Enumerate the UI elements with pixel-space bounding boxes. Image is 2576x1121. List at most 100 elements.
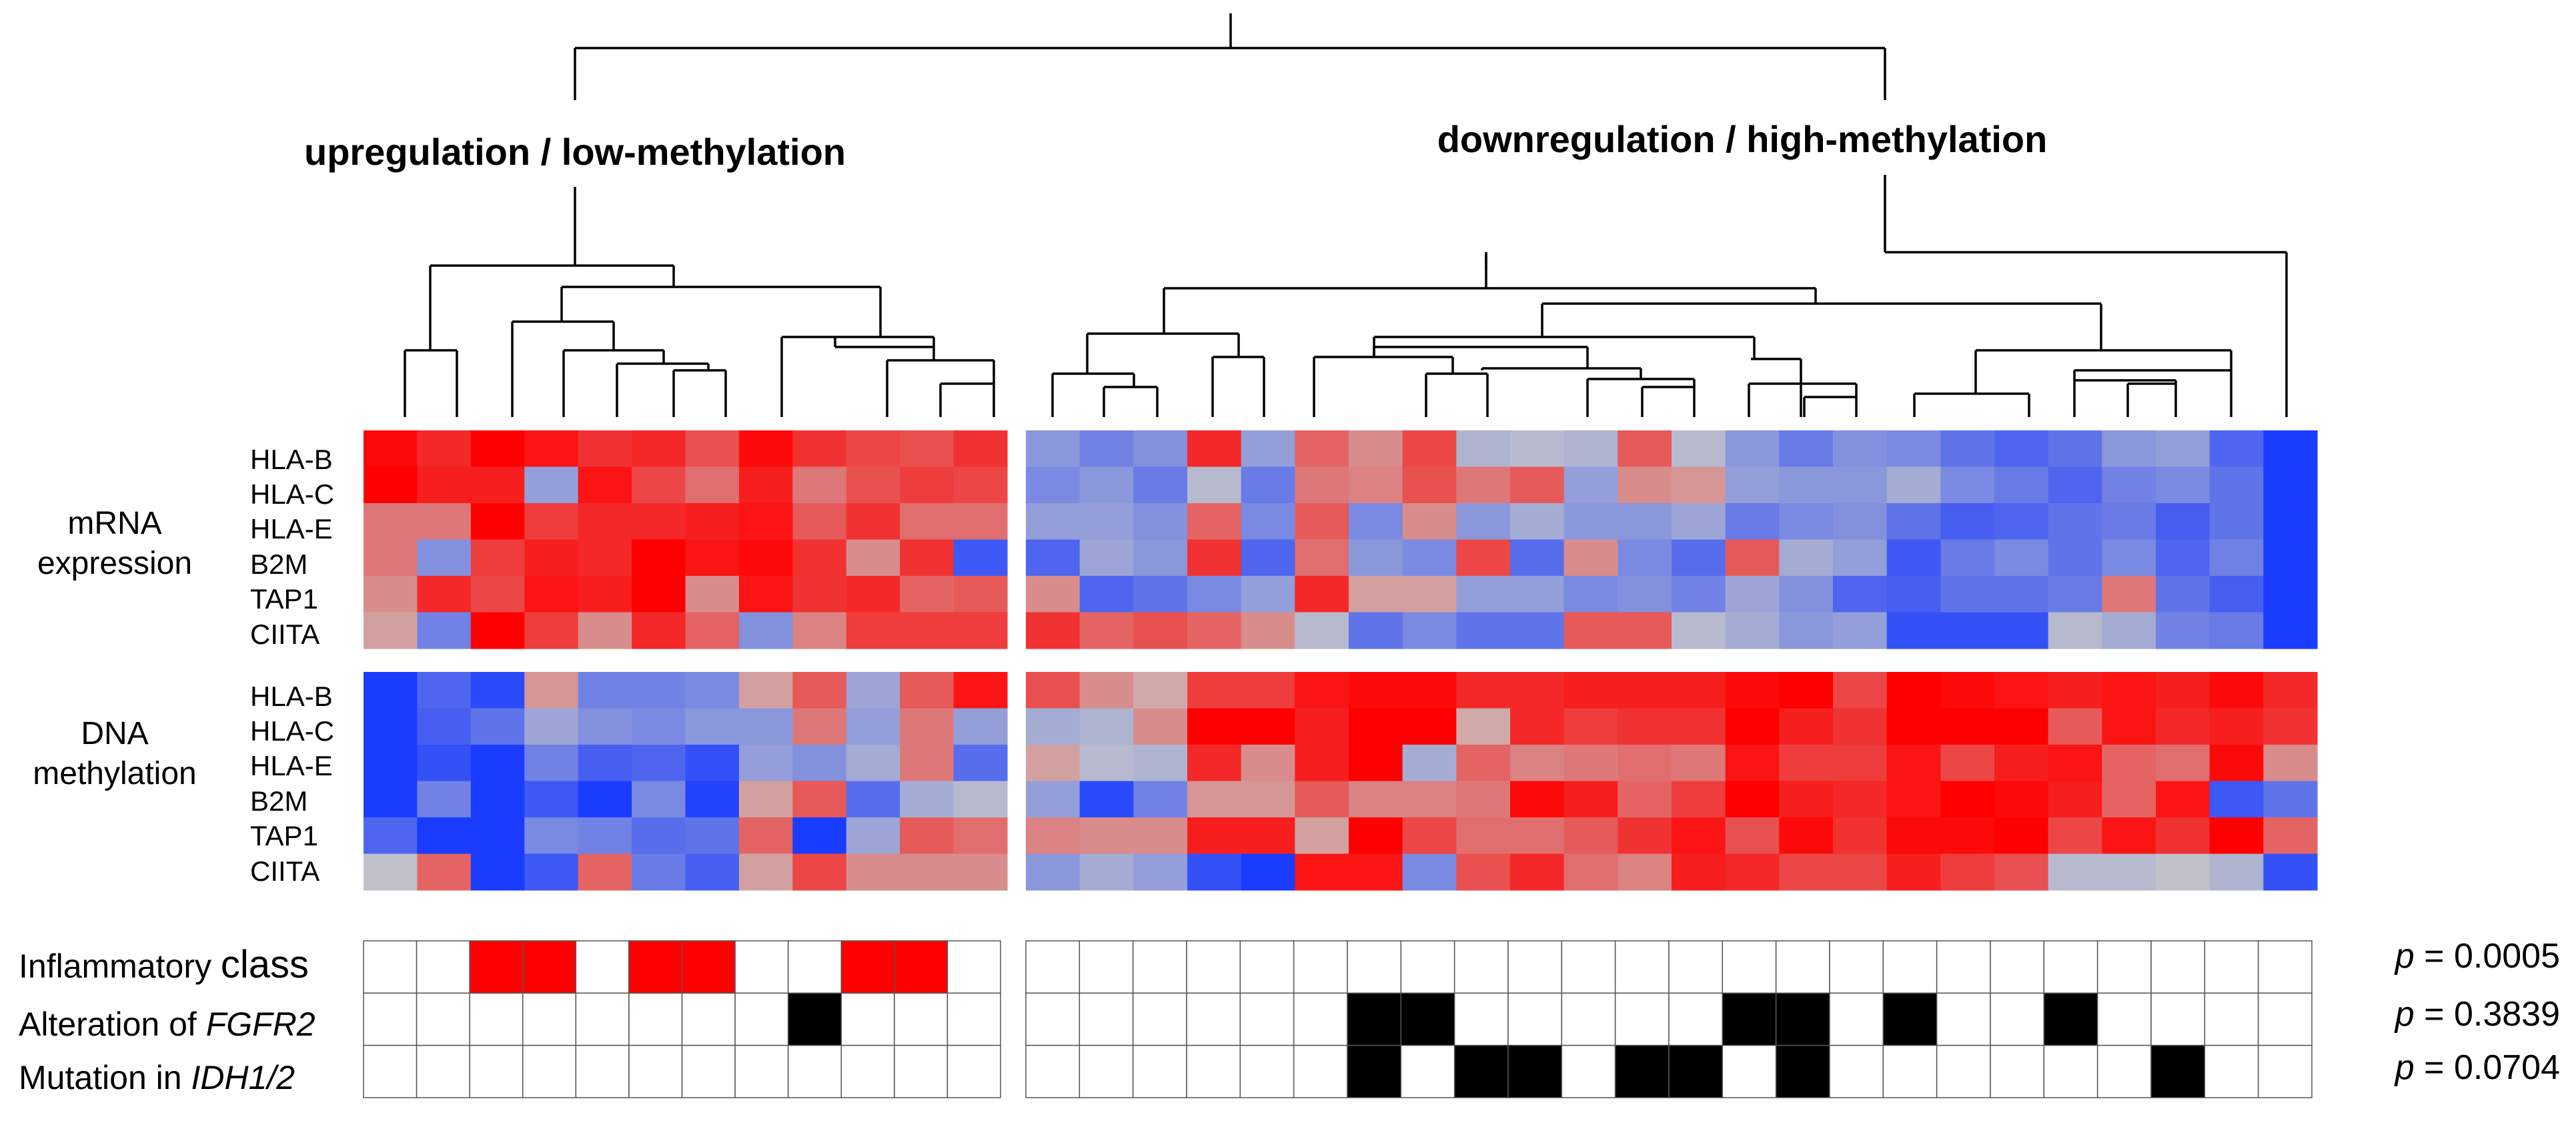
- heatmap-cell: [578, 430, 632, 468]
- heatmap-cell: [953, 708, 1008, 745]
- annotation-cell: [1400, 940, 1455, 994]
- heatmap-cell: [953, 430, 1008, 468]
- heatmap-cell: [1779, 817, 1834, 855]
- dna-gene-labels: HLA-B HLA-C HLA-E B2M TAP1 CIITA: [250, 681, 334, 887]
- heatmap-cell: [2263, 430, 2318, 468]
- heatmap-cell: [1241, 539, 1295, 577]
- right-cluster-title: downregulation / high-methylation: [1437, 118, 2048, 160]
- heatmap-cell: [1833, 466, 1888, 504]
- heatmap-cell: [2102, 539, 2156, 577]
- heatmap-cell: [2048, 612, 2102, 649]
- heatmap-cell: [900, 430, 954, 468]
- heatmap-cell: [1940, 539, 1995, 577]
- heatmap-cell: [1994, 430, 2049, 468]
- heatmap-cell: [1241, 503, 1295, 540]
- heatmap-cell: [1133, 503, 1188, 540]
- heatmap-cell: [900, 539, 954, 577]
- annotation-cell: [734, 1044, 789, 1098]
- heatmap-cell: [846, 576, 900, 613]
- heatmap-cell: [2209, 466, 2264, 504]
- heatmap-cell: [953, 466, 1008, 504]
- heatmap-cell: [685, 781, 740, 818]
- annotation-cell: [416, 940, 470, 994]
- heatmap-cell: [1886, 576, 1941, 613]
- heatmap-cell: [1402, 430, 1457, 468]
- heatmap-cell: [846, 708, 900, 745]
- heatmap-cell: [632, 708, 686, 745]
- annotation-cell: [2043, 940, 2098, 994]
- heatmap-cell: [364, 466, 418, 504]
- heatmap-cell: [524, 466, 579, 504]
- heatmap-cell: [685, 745, 740, 782]
- heatmap-cell: [1886, 503, 1941, 540]
- heatmap-cell: [1725, 817, 1780, 855]
- heatmap-cell: [524, 503, 579, 540]
- heatmap-cell: [1563, 745, 1618, 782]
- heatmap-cell: [1295, 672, 1349, 709]
- annotation-cell: [1882, 1044, 1938, 1098]
- annotation-cell: [1990, 1044, 2045, 1098]
- heatmap-cell: [1402, 466, 1457, 504]
- heatmap-cell: [1940, 781, 1995, 818]
- heatmap-cell: [1187, 708, 1242, 745]
- heatmap-cell: [738, 817, 793, 855]
- heatmap-cell: [1725, 466, 1780, 504]
- heatmap-cell: [1618, 503, 1672, 540]
- annotation-cell: [628, 992, 683, 1046]
- heatmap-cell: [578, 503, 632, 540]
- gene-label: TAP1: [250, 820, 318, 851]
- heatmap-cell: [792, 612, 847, 649]
- gene-label: B2M: [250, 548, 307, 580]
- heatmap-cell: [1563, 817, 1618, 855]
- annotation-cell: [469, 1044, 524, 1098]
- heatmap-cell: [2048, 708, 2102, 745]
- heatmap-cell: [1725, 539, 1780, 577]
- heatmap-cell: [2156, 576, 2210, 613]
- heatmap-cell: [1618, 466, 1672, 504]
- annotation-cell: [1829, 1044, 1884, 1098]
- heatmap-cell: [1994, 817, 2049, 855]
- heatmap-cell: [1886, 745, 1941, 782]
- heatmap-cell: [1994, 672, 2049, 709]
- heatmap-cell: [900, 576, 954, 613]
- heatmap-cell: [524, 576, 579, 613]
- heatmap-cell: [1133, 672, 1188, 709]
- heatmap-cell: [364, 853, 418, 891]
- annotation-cell: [2204, 940, 2259, 994]
- heatmap-cell: [2102, 781, 2156, 818]
- heatmap-cell: [1779, 745, 1834, 782]
- heatmap-cell: [1833, 817, 1888, 855]
- dna-heatmap-left: [364, 672, 1008, 891]
- heatmap-cell: [685, 539, 740, 577]
- heatmap-cell: [685, 466, 740, 504]
- annotation-cell: [416, 1044, 470, 1098]
- heatmap-cell: [1402, 708, 1457, 745]
- heatmap-cell: [524, 430, 579, 468]
- heatmap-cell: [1940, 503, 1995, 540]
- heatmap-cell: [1672, 576, 1726, 613]
- annotation-cell: [1936, 992, 1991, 1046]
- heatmap-cell: [2048, 503, 2102, 540]
- heatmap-cell: [1833, 672, 1888, 709]
- heatmap-cell: [1618, 672, 1672, 709]
- heatmap-cell: [1725, 853, 1780, 891]
- annotation-cell: [2257, 992, 2313, 1046]
- heatmap-cell: [1402, 781, 1457, 818]
- annotation-label-idh: Mutation in IDH1/2: [19, 1059, 295, 1096]
- heatmap-cell: [792, 576, 847, 613]
- mrna-block-label-line1: mRNA: [67, 506, 161, 541]
- heatmap-cell: [2156, 466, 2210, 504]
- heatmap-cell: [738, 708, 793, 745]
- heatmap-cell: [1563, 708, 1618, 745]
- heatmap-cell: [1779, 612, 1834, 649]
- heatmap-cell: [1618, 539, 1672, 577]
- heatmap-cell: [1510, 781, 1565, 818]
- heatmap-cell: [524, 612, 579, 649]
- heatmap-cell: [578, 672, 632, 709]
- annotation-cell: [1079, 1044, 1134, 1098]
- annotation-cell: [1882, 992, 1938, 1046]
- heatmap-cell: [417, 817, 472, 855]
- heatmap-cell: [470, 612, 525, 649]
- heatmap-cell: [1349, 817, 1403, 855]
- annotation-cell: [1507, 1044, 1563, 1098]
